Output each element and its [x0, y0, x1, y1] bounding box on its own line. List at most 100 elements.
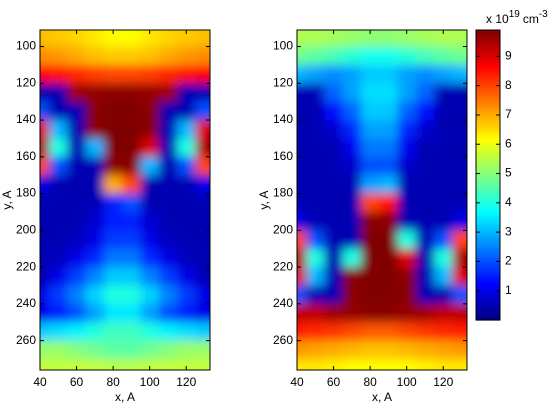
field-cell [85, 138, 105, 158]
field-cell [379, 30, 399, 48]
field-cell [452, 358, 467, 370]
colorbar-band [476, 262, 500, 266]
field-cell [195, 138, 210, 158]
field-cell [122, 64, 142, 84]
colorbar-band [476, 220, 500, 224]
field-cell [360, 120, 380, 139]
field-cell [306, 83, 325, 103]
colorbar-band [476, 199, 500, 203]
field-cell [434, 156, 453, 176]
field-cell [122, 285, 142, 305]
field-cell [415, 120, 435, 139]
field-cell [177, 303, 196, 323]
field-cell [324, 64, 344, 84]
field-cell [434, 46, 453, 66]
field-cell [49, 193, 68, 213]
field-cell [379, 156, 399, 176]
colorbar-band [476, 51, 500, 55]
colorbar-band [476, 167, 500, 171]
field-cell [177, 267, 196, 286]
field-cell [67, 101, 87, 121]
field-cell [342, 30, 362, 48]
colorbar-band [476, 278, 500, 282]
field-cell [379, 285, 399, 305]
colorbar-band [476, 66, 500, 70]
field-cell [324, 30, 344, 48]
field-cell [452, 230, 467, 250]
field-cell [85, 267, 105, 286]
field-cell [140, 138, 160, 158]
field-cell [40, 230, 50, 250]
field-cell [103, 285, 123, 305]
field-cell [452, 193, 467, 213]
field-cell [49, 83, 68, 103]
field-cell [40, 267, 50, 286]
field-cell [297, 120, 307, 139]
field-cell [103, 156, 123, 176]
field-cell [397, 138, 417, 158]
field-cell [306, 230, 325, 250]
field-cell [379, 230, 399, 250]
field-cell [49, 120, 68, 139]
field-cell [49, 230, 68, 250]
colorbar-band [476, 216, 500, 220]
field-cell [360, 248, 380, 268]
field-cell [452, 30, 467, 48]
colorbar-band [476, 249, 500, 253]
field-cell [67, 138, 87, 158]
field-cell [195, 358, 210, 370]
field-cell [195, 303, 210, 323]
field-cell [379, 267, 399, 286]
colorbar-band [476, 264, 500, 268]
field-cell [452, 83, 467, 103]
field-cell [434, 230, 453, 250]
colorbar-band [476, 233, 500, 237]
field-cell [195, 267, 210, 286]
colorbar-band [476, 184, 500, 188]
field-cell [158, 322, 178, 342]
field-cell [415, 303, 435, 323]
field-cell [195, 46, 210, 66]
colorbar-band [476, 88, 500, 92]
colorbar-band [476, 276, 500, 280]
colorbar-band [476, 104, 500, 108]
y-tick-label: 180 [16, 186, 36, 200]
colorbar-band [476, 126, 500, 130]
y-tick-label: 200 [273, 222, 293, 236]
field-cell [397, 230, 417, 250]
y-tick-label: 260 [273, 333, 293, 347]
field-cell [140, 211, 160, 231]
colorbar-tick-label: 7 [505, 107, 512, 121]
field-cell [360, 285, 380, 305]
field-cell [103, 30, 123, 48]
field-cell [140, 156, 160, 176]
field-cell [324, 230, 344, 250]
field-cell [103, 358, 123, 370]
field-cell [40, 248, 50, 268]
field-cell [85, 248, 105, 268]
field-cell [452, 267, 467, 286]
colorbar-band [476, 112, 500, 116]
colorbar-band [476, 162, 500, 166]
colorbar-band [476, 158, 500, 162]
field-cell [177, 193, 196, 213]
colorbar-band [476, 310, 500, 314]
field-cell [397, 211, 417, 231]
colorbar-band [476, 194, 500, 198]
field-cell [306, 30, 325, 48]
field-cell [342, 211, 362, 231]
field-cell [122, 230, 142, 250]
field-cell [415, 211, 435, 231]
field-cell [140, 64, 160, 84]
field-cell [297, 83, 307, 103]
field-cell [397, 248, 417, 268]
field-cell [415, 285, 435, 305]
field-cell [158, 120, 178, 139]
field-cell [67, 175, 87, 195]
field-cell [379, 101, 399, 121]
field-cell [415, 248, 435, 268]
x-tick-label: 80 [363, 375, 377, 389]
colorbar-band [476, 39, 500, 43]
colorbar-band [476, 228, 500, 232]
field-cell [195, 101, 210, 121]
